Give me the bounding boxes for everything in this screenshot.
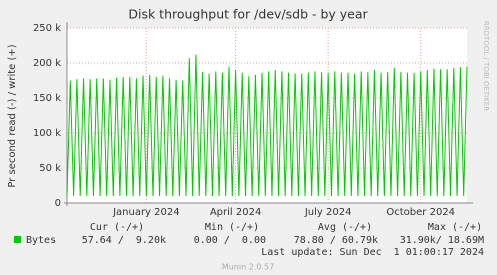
- legend-value: 0.00 / 0.00: [194, 235, 266, 246]
- legend-header: Max (-/+): [428, 222, 482, 233]
- chart-title: Disk throughput for /dev/sdb - by year: [128, 7, 368, 22]
- footer: Munin 2.0.57: [222, 263, 274, 272]
- y-axis-label: Pr second read (-) / write (+): [7, 44, 18, 187]
- y-tick-label: 150 k: [33, 93, 61, 104]
- y-tick-label: 0: [55, 198, 61, 209]
- legend-label: Bytes: [26, 235, 56, 246]
- legend-header: Avg (-/+): [318, 222, 372, 233]
- legend-value: 31.90k/ 18.69M: [400, 235, 484, 246]
- y-tick-label: 200 k: [33, 58, 61, 69]
- legend-value: 78.80 / 60.79k: [294, 235, 378, 246]
- data-line: [66, 54, 468, 197]
- last-update: Last update: Sun Dec 1 01:00:17 2024: [261, 247, 484, 258]
- legend-header: Cur (-/+): [90, 222, 144, 233]
- y-tick-label: 100 k: [33, 128, 61, 139]
- side-text: RRDTOOL / TOBI OETIKER: [482, 21, 490, 111]
- x-tick-label: January 2024: [112, 207, 180, 218]
- y-tick-label: 50 k: [39, 163, 61, 174]
- x-tick-label: April 2024: [210, 207, 261, 218]
- legend-header: Min (-/+): [205, 222, 259, 233]
- x-tick-label: October 2024: [386, 207, 455, 218]
- legend-swatch: [14, 236, 21, 243]
- legend-value: 57.64 / 9.20k: [82, 235, 166, 246]
- y-tick-label: 250 k: [33, 23, 61, 34]
- x-tick-label: July 2024: [304, 207, 352, 218]
